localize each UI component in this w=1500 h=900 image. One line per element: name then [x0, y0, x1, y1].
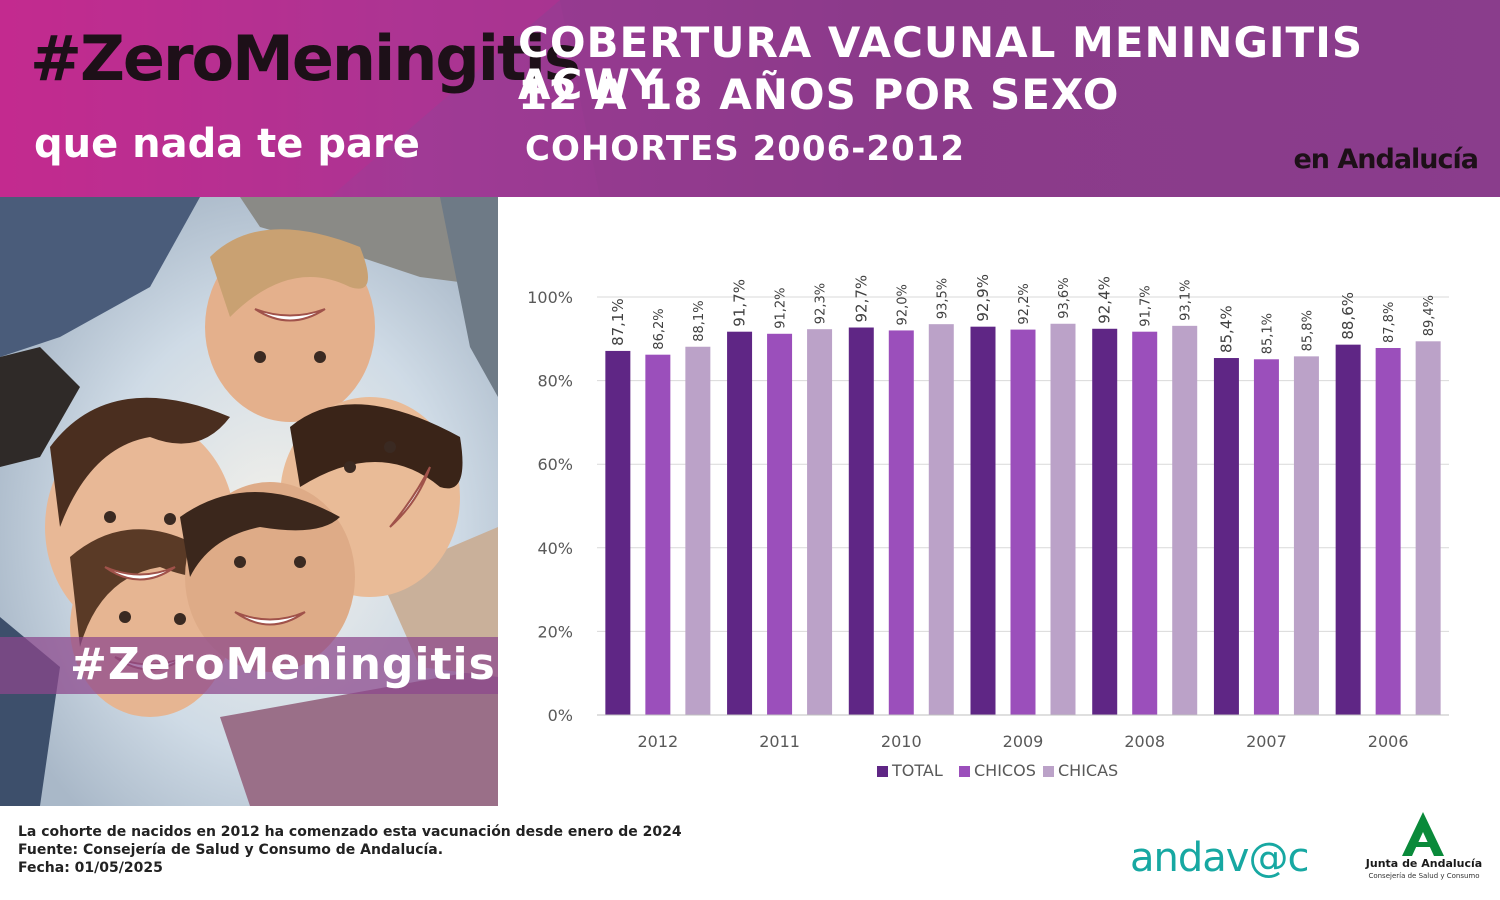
data-label: 92,4%	[1096, 276, 1114, 324]
y-tick-label: 40%	[537, 539, 573, 558]
data-label: 85,8%	[1300, 310, 1315, 351]
legend-swatch-total	[877, 766, 888, 777]
photo-hashtag: #ZeroMeningitis	[70, 639, 496, 690]
y-tick-label: 20%	[537, 622, 573, 641]
header-decoration	[0, 0, 1500, 197]
data-label: 85,4%	[1217, 305, 1235, 353]
legend-label: CHICOS	[974, 761, 1036, 780]
data-label: 87,8%	[1382, 302, 1397, 343]
data-label: 89,4%	[1422, 295, 1437, 336]
data-label: 92,2%	[1017, 283, 1032, 324]
x-tick-label: 2011	[759, 732, 800, 751]
data-label: 93,5%	[935, 278, 950, 319]
bar-chicos	[1132, 331, 1158, 715]
x-tick-label: 2012	[637, 732, 678, 751]
bar-chicos	[645, 354, 671, 715]
bar-chicos	[1010, 329, 1036, 715]
footer-note-cohort: La cohorte de nacidos en 2012 ha comenza…	[18, 824, 682, 840]
bar-chicos	[888, 330, 914, 715]
title-line-1: COBERTURA VACUNAL MENINGITIS ACWY	[518, 18, 1364, 109]
footer-note-date: Fecha: 01/05/2025	[18, 860, 163, 876]
data-label: 91,7%	[731, 279, 749, 327]
header-banner: #ZeroMeningitis que nada te pare COBERTU…	[0, 0, 1500, 197]
data-label: 91,2%	[774, 287, 789, 328]
group-photo-image	[0, 197, 498, 806]
chart-area: 0% 20% 40% 60% 80% 100% 87,1% 86,2% 88,1% 2012 91,…	[500, 197, 1500, 806]
data-label: 85,1%	[1260, 313, 1275, 354]
legend-label: TOTAL	[891, 761, 943, 780]
bar-chicas	[1293, 356, 1319, 715]
junta-andalucia-logo-icon	[1402, 812, 1444, 856]
data-label: 92,9%	[974, 274, 992, 322]
x-tick-label: 2006	[1368, 732, 1409, 751]
bar-total	[605, 350, 631, 715]
x-tick-label: 2010	[881, 732, 922, 751]
bar-total	[727, 331, 753, 715]
bar-total	[848, 327, 874, 715]
andavac-logo: andav@c	[1130, 835, 1309, 881]
brand-hashtag: #ZeroMeningitis	[30, 22, 581, 95]
photo-hashtag-band	[0, 637, 498, 694]
bar-chicas	[1172, 325, 1198, 715]
x-tick-label: 2009	[1003, 732, 1044, 751]
bar-total	[1213, 358, 1239, 715]
junta-name: Junta de Andalucía	[1365, 857, 1483, 870]
bar-chicas	[685, 346, 711, 715]
chart-subtitle: COHORTES 2006-2012	[525, 129, 965, 169]
bar-chicas	[807, 329, 833, 715]
legend-swatch-chicos	[959, 766, 970, 777]
data-label: 86,2%	[652, 308, 667, 349]
x-tick-label: 2007	[1246, 732, 1287, 751]
bar-total	[1335, 344, 1361, 715]
bar-chart: 0% 20% 40% 60% 80% 100% 87,1% 86,2% 88,1% 2012 91,…	[527, 274, 1449, 780]
data-label: 93,1%	[1179, 280, 1194, 321]
y-tick-label: 80%	[537, 372, 573, 391]
bar-chicos	[1375, 347, 1401, 715]
brand-tagline: que nada te pare	[34, 121, 420, 167]
bar-chicas	[928, 324, 954, 715]
data-label: 87,1%	[609, 298, 627, 346]
data-label: 92,7%	[852, 275, 870, 323]
data-label: 92,0%	[895, 284, 910, 325]
title-line-2: 12 A 18 AÑOS POR SEXO	[518, 70, 1120, 119]
region-label: en Andalucía	[1293, 144, 1479, 175]
data-label: 93,6%	[1057, 277, 1072, 318]
bar-chicas	[1415, 341, 1441, 715]
data-label: 88,6%	[1339, 292, 1357, 340]
footer-note-source: Fuente: Consejería de Salud y Consumo de…	[18, 842, 444, 858]
bar-chicas	[1050, 323, 1076, 715]
y-tick-label: 0%	[548, 706, 573, 725]
bar-chicos	[1253, 359, 1279, 715]
data-label: 91,7%	[1139, 285, 1154, 326]
x-tick-label: 2008	[1124, 732, 1165, 751]
junta-department: Consejería de Salud y Consumo	[1368, 872, 1480, 880]
legend-swatch-chicas	[1043, 766, 1054, 777]
y-tick-label: 100%	[527, 288, 573, 307]
y-tick-label: 60%	[537, 455, 573, 474]
group-photo	[0, 197, 498, 806]
bar-total	[970, 326, 996, 715]
bar-chicos	[767, 333, 793, 715]
data-label: 92,3%	[814, 283, 829, 324]
legend-label: CHICAS	[1058, 761, 1118, 780]
data-label: 88,1%	[692, 300, 707, 341]
bar-total	[1092, 328, 1118, 715]
